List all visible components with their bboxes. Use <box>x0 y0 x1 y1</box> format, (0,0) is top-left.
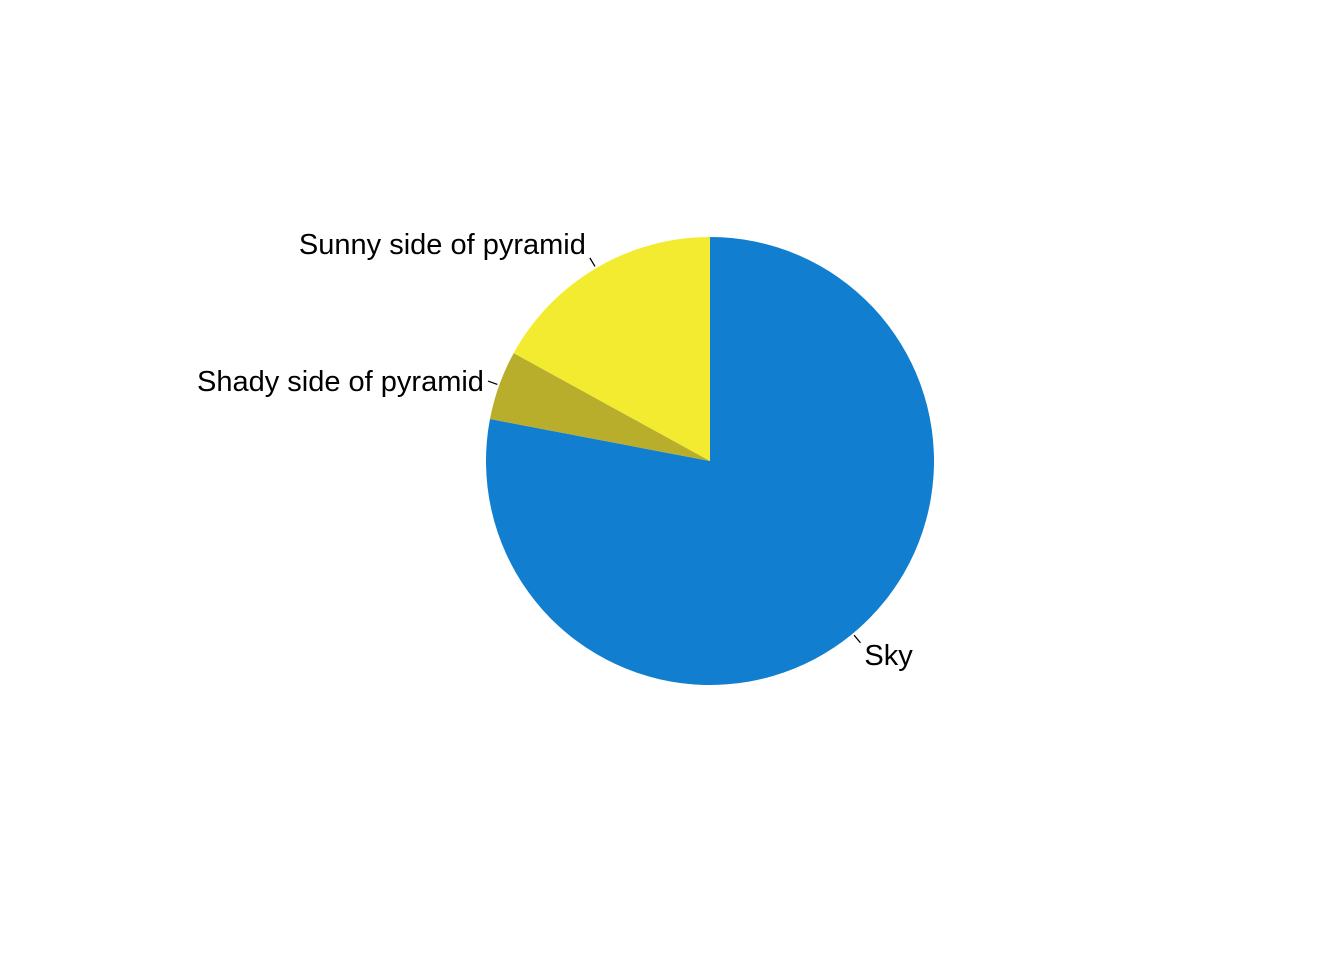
pie-label-shady-side-of-pyramid: Shady side of pyramid <box>197 366 484 398</box>
pie-slice-shady-side-of-pyramid <box>489 353 710 461</box>
pie-label-tick-shady-side-of-pyramid <box>487 380 498 386</box>
pie-label-tick-sky <box>853 634 861 644</box>
pie-slice-sky <box>486 237 935 685</box>
pie-labels: Sky Shady side of pyramid Sunny side of py… <box>197 229 913 672</box>
pie-label-sunny-side-of-pyramid: Sunny side of pyramid <box>299 229 586 261</box>
pie-label-sky: Sky <box>864 640 913 672</box>
pie-label-tick-sunny-side-of-pyramid <box>589 257 596 267</box>
pie-slice-sunny-side-of-pyramid <box>513 237 710 461</box>
pie-slices <box>486 237 935 685</box>
